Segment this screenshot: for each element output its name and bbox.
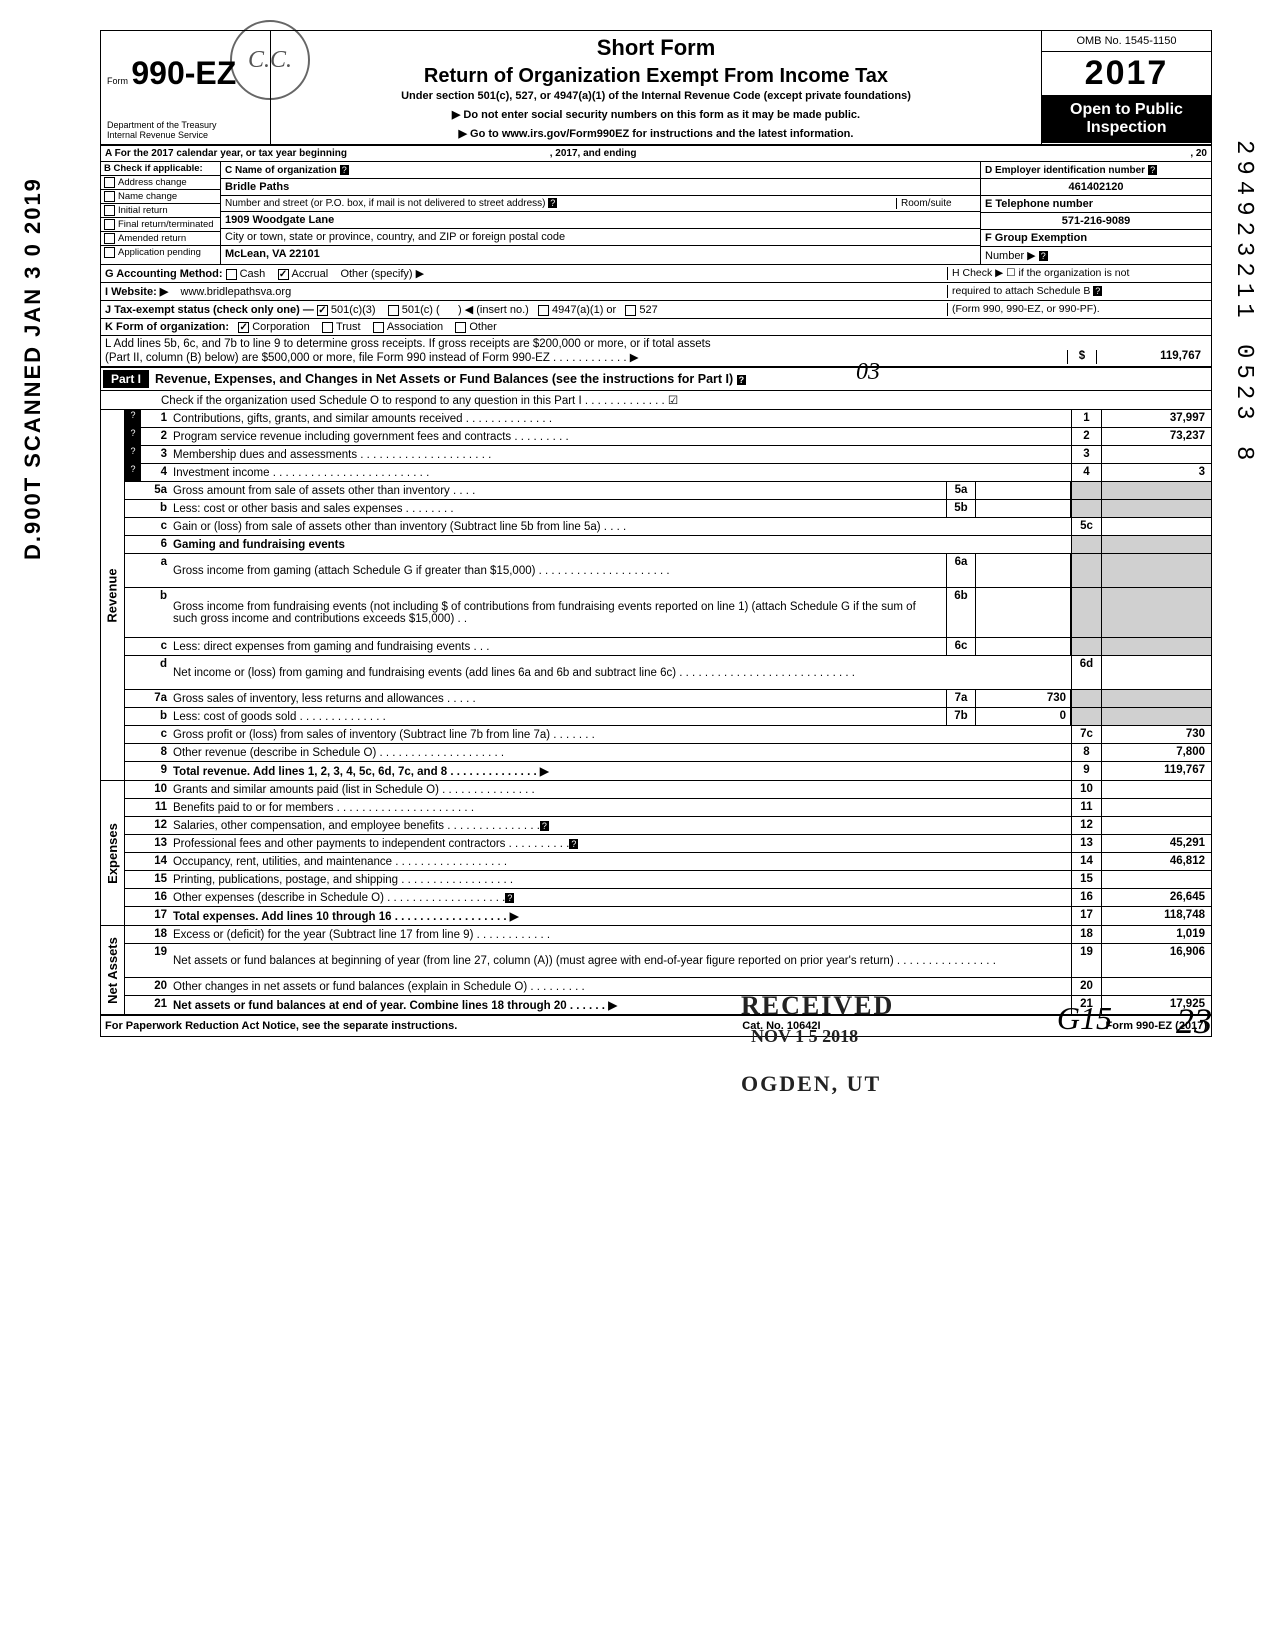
city-label: City or town, state or province, country… [221,229,980,246]
under-section: Under section 501(c), 527, or 4947(a)(1)… [277,90,1035,102]
handwritten-23: 23 [1176,1000,1212,1042]
d-label: D Employer identification number [985,165,1145,176]
l-line1: L Add lines 5b, 6c, and 7b to line 9 to … [105,338,1207,350]
ck-amended[interactable] [104,233,115,244]
f-label: F Group Exemption [981,230,1211,247]
h-line2: required to attach Schedule B [952,285,1090,297]
room-label: Room/suite [896,198,976,209]
ck-other[interactable] [455,322,466,333]
netassets-label: Net Assets [105,937,120,1004]
b-header: B Check if applicable: [101,162,220,176]
form-header: Form 990-EZ Department of the Treasury I… [101,31,1211,146]
ein-value: 461402120 [981,179,1211,196]
goto-url: ▶ Go to www.irs.gov/Form990EZ for instru… [277,127,1035,140]
org-name: Bridle Paths [221,179,980,196]
ck-pending[interactable] [104,247,115,258]
ck-accrual[interactable] [278,269,289,280]
street-label: Number and street (or P.O. box, if mail … [225,198,896,209]
c-label: C Name of organization [225,165,337,176]
ck-name[interactable] [104,191,115,202]
street-value: 1909 Woodgate Lane [221,212,980,229]
ck-501c3[interactable] [317,305,328,316]
phone-value: 571-216-9089 [981,213,1211,230]
expenses-label: Expenses [105,823,120,884]
h-line3: (Form 990, 990-EZ, or 990-PF). [947,303,1207,316]
ck-4947[interactable] [538,305,549,316]
received-location: OGDEN, UT [741,1071,881,1097]
part1-sub: Check if the organization used Schedule … [101,391,1211,410]
l-value: 119,767 [1097,350,1207,364]
footer-mid: Cat. No. 10642I [742,1020,820,1032]
open-public-1: Open to Public [1046,101,1207,119]
line-a-end: , 20 [1041,146,1211,161]
tax-year: 20201717 [1042,52,1211,95]
ck-cash[interactable] [226,269,237,280]
dln-number: 294923211 0523 8 [1230,140,1257,466]
short-form-title: Short Form [277,35,1035,61]
ck-527[interactable] [625,305,636,316]
form-number: 990-EZ [131,55,236,91]
ck-final[interactable] [104,219,115,230]
handwritten-03: 03 [856,359,880,386]
ck-assoc[interactable] [373,322,384,333]
city-value: McLean, VA 22101 [221,246,980,262]
e-label: E Telephone number [981,196,1211,213]
l-line2: (Part II, column (B) below) are $500,000… [105,350,1067,364]
scanned-stamp: D.900T SCANNED JAN 3 0 2019 [20,177,46,560]
ck-corp[interactable] [238,322,249,333]
j-label: J Tax-exempt status (check only one) — [105,304,314,316]
form-page: Form 990-EZ Department of the Treasury I… [100,30,1212,1037]
irs-label: Internal Revenue Service [107,130,264,140]
h-line1: H Check ▶ ☐ if the organization is not [947,267,1207,280]
revenue-label: Revenue [105,568,120,622]
return-title: Return of Organization Exempt From Incom… [277,65,1035,88]
ck-trust[interactable] [322,322,333,333]
line-a-start: A For the 2017 calendar year, or tax yea… [105,148,347,159]
part1-tag: Part I [103,370,149,388]
line-a-mid: , 2017, and ending [550,148,637,159]
dept-label: Department of the Treasury [107,120,264,130]
ssn-warning: ▶ Do not enter social security numbers o… [277,108,1035,121]
i-label: I Website: ▶ [105,286,168,298]
omb-number: OMB No. 1545-1150 [1042,31,1211,52]
open-public-2: Inspection [1046,119,1207,137]
ck-501c[interactable] [388,305,399,316]
k-label: K Form of organization: [105,321,229,333]
handwritten-g15: G15 [1057,1000,1112,1037]
g-label: G Accounting Method: [105,268,223,280]
f-number: Number ▶ [985,250,1036,262]
ck-initial[interactable] [104,205,115,216]
form-prefix: Form [107,76,128,86]
ck-address[interactable] [104,177,115,188]
part1-title: Revenue, Expenses, and Changes in Net As… [155,372,733,386]
website-value: www.bridlepathsva.org [181,286,292,298]
footer-left: For Paperwork Reduction Act Notice, see … [105,1020,457,1032]
